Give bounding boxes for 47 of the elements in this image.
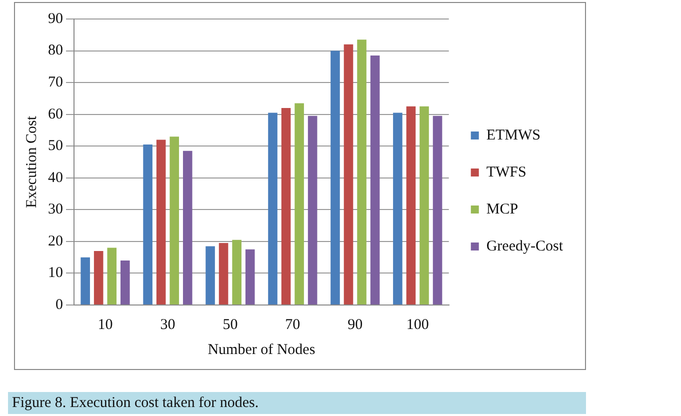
y-tick-label: 90 (48, 10, 63, 27)
bar (330, 50, 340, 304)
y-tick-label: 30 (48, 202, 63, 218)
bar (170, 136, 179, 304)
legend-label: MCP (486, 201, 518, 218)
legend-label: ETMWS (486, 127, 541, 144)
y-tick-label: 10 (48, 265, 63, 282)
x-tick-label: 10 (98, 316, 113, 333)
bar (218, 243, 228, 304)
x-tick-label: 70 (285, 316, 300, 333)
x-tick-label: 100 (406, 316, 429, 333)
bar (357, 40, 366, 304)
bar (143, 144, 152, 304)
x-tick-label: 50 (222, 316, 238, 333)
bar (232, 240, 242, 304)
bar (80, 257, 90, 304)
bar (308, 116, 318, 304)
legend-label: TWFS (486, 164, 526, 180)
bar (94, 250, 104, 304)
y-tick-label: 80 (48, 42, 63, 59)
bar (420, 106, 429, 304)
bar (281, 108, 291, 304)
bar (120, 260, 130, 304)
y-tick-label: 0 (56, 296, 63, 313)
bar (156, 140, 166, 304)
bar (245, 249, 255, 304)
y-axis-title: Execution Cost (24, 115, 40, 208)
legend-label: Greedy-Cost (486, 238, 564, 254)
y-tick-label: 70 (48, 74, 63, 90)
x-tick-label: 90 (348, 316, 363, 333)
bar (344, 44, 354, 304)
bar (268, 112, 278, 304)
y-tick-label: 40 (48, 170, 63, 186)
bar (370, 56, 380, 304)
bar (294, 103, 304, 304)
bar (393, 112, 402, 304)
bar (432, 116, 442, 304)
caption: Figure 8. Execution cost taken for nodes. (8, 392, 586, 414)
x-tick-label: 30 (160, 316, 176, 333)
bar (206, 246, 215, 304)
bar (406, 106, 416, 304)
y-tick-label: 60 (48, 106, 63, 122)
bar (107, 248, 117, 304)
y-tick-label: 50 (48, 138, 63, 154)
y-tick-label: 20 (48, 233, 63, 250)
x-axis-title: Number of Nodes (208, 342, 316, 358)
bar (182, 150, 192, 304)
